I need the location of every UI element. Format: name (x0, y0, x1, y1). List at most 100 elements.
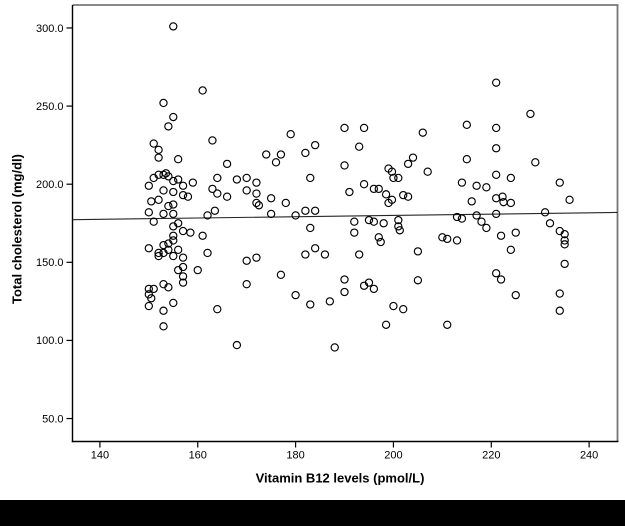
data-point (159, 186, 168, 195)
data-point (540, 208, 550, 217)
data-point (506, 198, 516, 208)
x-axis-tick-label: 140 (91, 450, 109, 462)
data-point (252, 178, 261, 187)
data-point (149, 284, 158, 294)
data-point (208, 136, 217, 145)
data-point (310, 206, 320, 215)
x-axis-title: Vitamin B12 levels (pmol/L) (255, 470, 425, 486)
x-axis-tick-label: 180 (286, 450, 304, 462)
data-point (169, 200, 178, 209)
data-point (186, 228, 195, 237)
data-point (159, 170, 168, 179)
data-point (159, 209, 168, 219)
data-point (511, 228, 520, 237)
data-point (144, 181, 153, 190)
data-point (198, 86, 207, 95)
data-point (345, 187, 354, 197)
data-point (350, 228, 359, 237)
data-point (178, 253, 188, 262)
data-point (438, 233, 447, 242)
data-point (369, 284, 379, 294)
data-point (462, 120, 471, 130)
data-point (164, 172, 173, 181)
data-point (193, 265, 202, 275)
data-point (565, 195, 574, 204)
data-point (213, 173, 222, 183)
data-point (159, 306, 168, 315)
y-axis-tick-label: 100.0 (36, 335, 64, 347)
data-point (159, 322, 168, 331)
data-point (369, 217, 379, 226)
data-point (399, 190, 408, 200)
data-point (210, 206, 220, 215)
data-point (173, 245, 183, 254)
data-point (306, 300, 315, 309)
data-point (555, 289, 564, 298)
data-point (340, 275, 349, 284)
data-point (413, 247, 423, 256)
data-point (531, 158, 540, 167)
data-point (291, 211, 300, 220)
x-axis-tick-label: 200 (384, 450, 402, 462)
data-point (254, 201, 264, 210)
data-point (169, 231, 178, 240)
data-point (496, 231, 506, 240)
data-point (252, 189, 261, 198)
data-point (472, 181, 481, 190)
data-point (208, 184, 217, 194)
data-point (374, 233, 383, 242)
data-point (306, 223, 315, 233)
data-point (154, 145, 163, 154)
data-point (222, 192, 232, 201)
data-point (301, 250, 310, 259)
data-point (173, 155, 183, 164)
data-point (491, 170, 501, 179)
data-point (560, 236, 569, 245)
data-point (364, 215, 374, 225)
data-point (154, 195, 163, 204)
data-point (408, 153, 418, 162)
data-point (403, 159, 413, 169)
data-point (281, 198, 290, 208)
data-point (413, 276, 423, 285)
y-axis-tick-label: 200.0 (36, 179, 64, 191)
data-point (164, 122, 173, 131)
y-axis-tick-label: 150.0 (36, 257, 64, 269)
data-point (423, 167, 432, 176)
data-point (491, 209, 501, 219)
data-point (526, 109, 535, 119)
data-point (169, 187, 178, 197)
data-point (169, 222, 178, 231)
data-point (325, 297, 335, 306)
data-point (178, 190, 188, 200)
y-axis-title: Total cholesterol (mg/dl) (9, 154, 25, 304)
data-point (389, 173, 398, 183)
y-axis-tick-label: 250.0 (36, 101, 64, 113)
data-point (387, 195, 397, 204)
data-point (496, 275, 506, 284)
data-point (394, 173, 403, 183)
data-point (452, 212, 462, 222)
data-point (560, 259, 569, 269)
data-point (169, 176, 178, 186)
data-point (154, 153, 163, 162)
data-point (147, 197, 156, 206)
data-point (457, 214, 467, 223)
data-point (266, 194, 276, 203)
data-point (340, 287, 349, 297)
data-point (154, 248, 163, 258)
data-point (159, 98, 168, 108)
data-point (310, 244, 320, 253)
data-point (144, 244, 153, 253)
data-point (359, 180, 369, 189)
data-point (506, 245, 516, 254)
data-point (482, 223, 491, 233)
data-point (399, 305, 408, 314)
data-point (178, 226, 188, 236)
data-point (154, 251, 163, 261)
data-point (491, 144, 501, 153)
data-point (173, 265, 183, 275)
y-axis-tick-label: 300.0 (36, 23, 64, 35)
data-point (330, 343, 339, 352)
data-point (169, 112, 178, 122)
